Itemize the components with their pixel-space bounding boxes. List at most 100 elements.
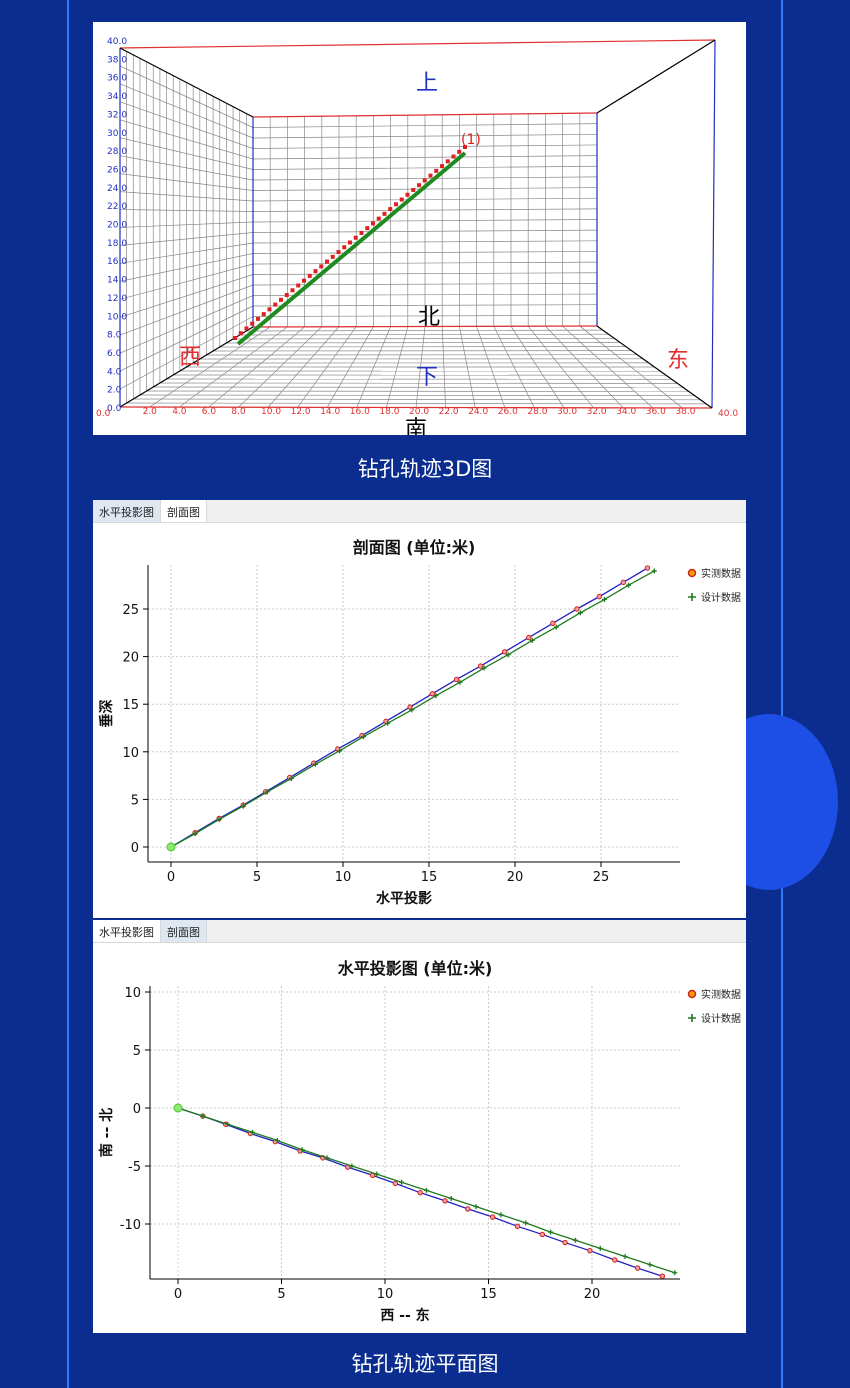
y-tick-label: 10 [122, 746, 139, 761]
measured-point [465, 1206, 471, 1212]
measured-point [457, 149, 462, 154]
design-point [548, 1229, 554, 1235]
vertical-tick-label: 8.0 [107, 331, 122, 341]
x-tick-label: 15 [480, 1287, 497, 1302]
frame-edge [119, 39, 716, 49]
measured-point [325, 259, 329, 264]
horizontal-tick-label: 24.0 [468, 407, 488, 417]
grid-line [119, 284, 254, 336]
measured-point [353, 235, 358, 240]
chart-3d[interactable]: 0.0 2.0 4.0 6.0 8.0 10.0 12.0 14.0 16.0 18.0 20.0 2… [93, 22, 746, 442]
design-point [505, 652, 511, 658]
measured-point [376, 216, 381, 221]
measured-point [284, 293, 289, 298]
tab-profile[interactable]: 剖面图 [161, 500, 207, 522]
grid-line [119, 305, 254, 372]
legend-label: 实测数据 [701, 567, 741, 580]
measured-point [307, 273, 312, 278]
measured-point [233, 336, 237, 340]
x-tick-label: 20 [584, 1287, 601, 1302]
measured-point [526, 634, 532, 641]
design-point [626, 582, 632, 588]
measured-point [634, 1265, 641, 1271]
measured-point [392, 1180, 399, 1187]
measured-point [342, 245, 347, 250]
design-point [433, 693, 439, 699]
design-point [572, 1237, 578, 1243]
grid-line [119, 316, 254, 390]
measured-point [442, 1198, 448, 1204]
measured-point [336, 250, 341, 255]
y-tick-label: -10 [120, 1218, 141, 1233]
frame-edge [252, 325, 598, 328]
measured-point [359, 230, 364, 235]
measured-point [562, 1239, 568, 1246]
grid-line [252, 304, 598, 307]
tab-plan[interactable]: 水平投影图 [93, 920, 161, 942]
design-point [324, 1155, 330, 1161]
measured-point [330, 254, 335, 259]
design-point [577, 610, 583, 616]
x-tick-label: 10 [377, 1287, 394, 1302]
measured-point [348, 240, 352, 245]
grid-line [119, 253, 254, 282]
vertical-tick-label: 32.0 [107, 110, 127, 120]
x-tick-label: 0 [174, 1287, 182, 1302]
measured-point [429, 691, 436, 697]
measured-point [477, 663, 484, 669]
horizontal-tick-label: 14.0 [320, 407, 340, 417]
measured-point [244, 326, 249, 331]
measured-point [659, 1273, 666, 1279]
measured-point [267, 307, 272, 312]
design-point [250, 1129, 256, 1135]
design-point [672, 1270, 678, 1276]
x-tick-label: 5 [277, 1287, 285, 1302]
grid-line [252, 229, 598, 233]
grid-line [233, 337, 615, 340]
measured-point [365, 226, 370, 231]
measured-point [422, 178, 427, 183]
vertical-tick-label: 0.0 [107, 404, 122, 414]
legend-label: 实测数据 [701, 988, 741, 1001]
horizontal-tick-label: 20.0 [409, 407, 429, 417]
x-axis-label: 水平投影 [376, 890, 432, 907]
measured-point [514, 1223, 521, 1230]
grid-line [119, 232, 254, 246]
vertical-tick-label: 26.0 [107, 165, 127, 175]
direction-north: 北 [418, 305, 440, 330]
y-tick-label: 20 [122, 651, 139, 666]
horizontal-tick-label: 38.0 [675, 407, 695, 417]
measured-point [256, 316, 260, 321]
vertical-tick-label: 28.0 [107, 147, 127, 157]
design-point [651, 568, 657, 574]
horizontal-tick-label: 0.0 [96, 409, 111, 419]
frame-edge [119, 47, 254, 118]
grid-line [252, 219, 598, 223]
vertical-tick-label: 20.0 [107, 221, 127, 231]
profile-chart: 剖面图 (单位:米) 0 5 10 15 20 25 0 5 10 15 20 25 水平投影 垂深 实测数据… [98, 538, 741, 907]
chart-3d-caption: 钻孔轨迹3D图 [357, 457, 493, 481]
vertical-tick-label: 2.0 [107, 386, 122, 396]
design-point [409, 707, 415, 713]
x-tick-label: 20 [507, 870, 524, 885]
measured-point [388, 207, 393, 212]
horizontal-tick-label: 18.0 [379, 407, 399, 417]
x-tick-label: 10 [335, 870, 352, 885]
x-tick-label: 25 [593, 870, 610, 885]
horizontal-tick-label: 2.0 [143, 407, 158, 417]
frame-edge [596, 325, 713, 409]
horizontal-tick-label: 28.0 [527, 407, 547, 417]
measured-point [489, 1214, 496, 1220]
horizontal-tick-label: 8.0 [231, 407, 246, 417]
y-axis-label: 南 -- 北 [98, 1108, 115, 1157]
tab-plan[interactable]: 水平投影图 [93, 500, 161, 522]
design-point [622, 1253, 628, 1259]
tab-profile[interactable]: 剖面图 [161, 920, 207, 942]
right-border-line [781, 0, 783, 1388]
measured-point [550, 620, 556, 626]
design-point [523, 1220, 529, 1226]
frame-edge [252, 112, 598, 118]
vertical-tick-label: 22.0 [107, 202, 127, 212]
design-point [361, 734, 367, 740]
grid-line [459, 326, 476, 408]
